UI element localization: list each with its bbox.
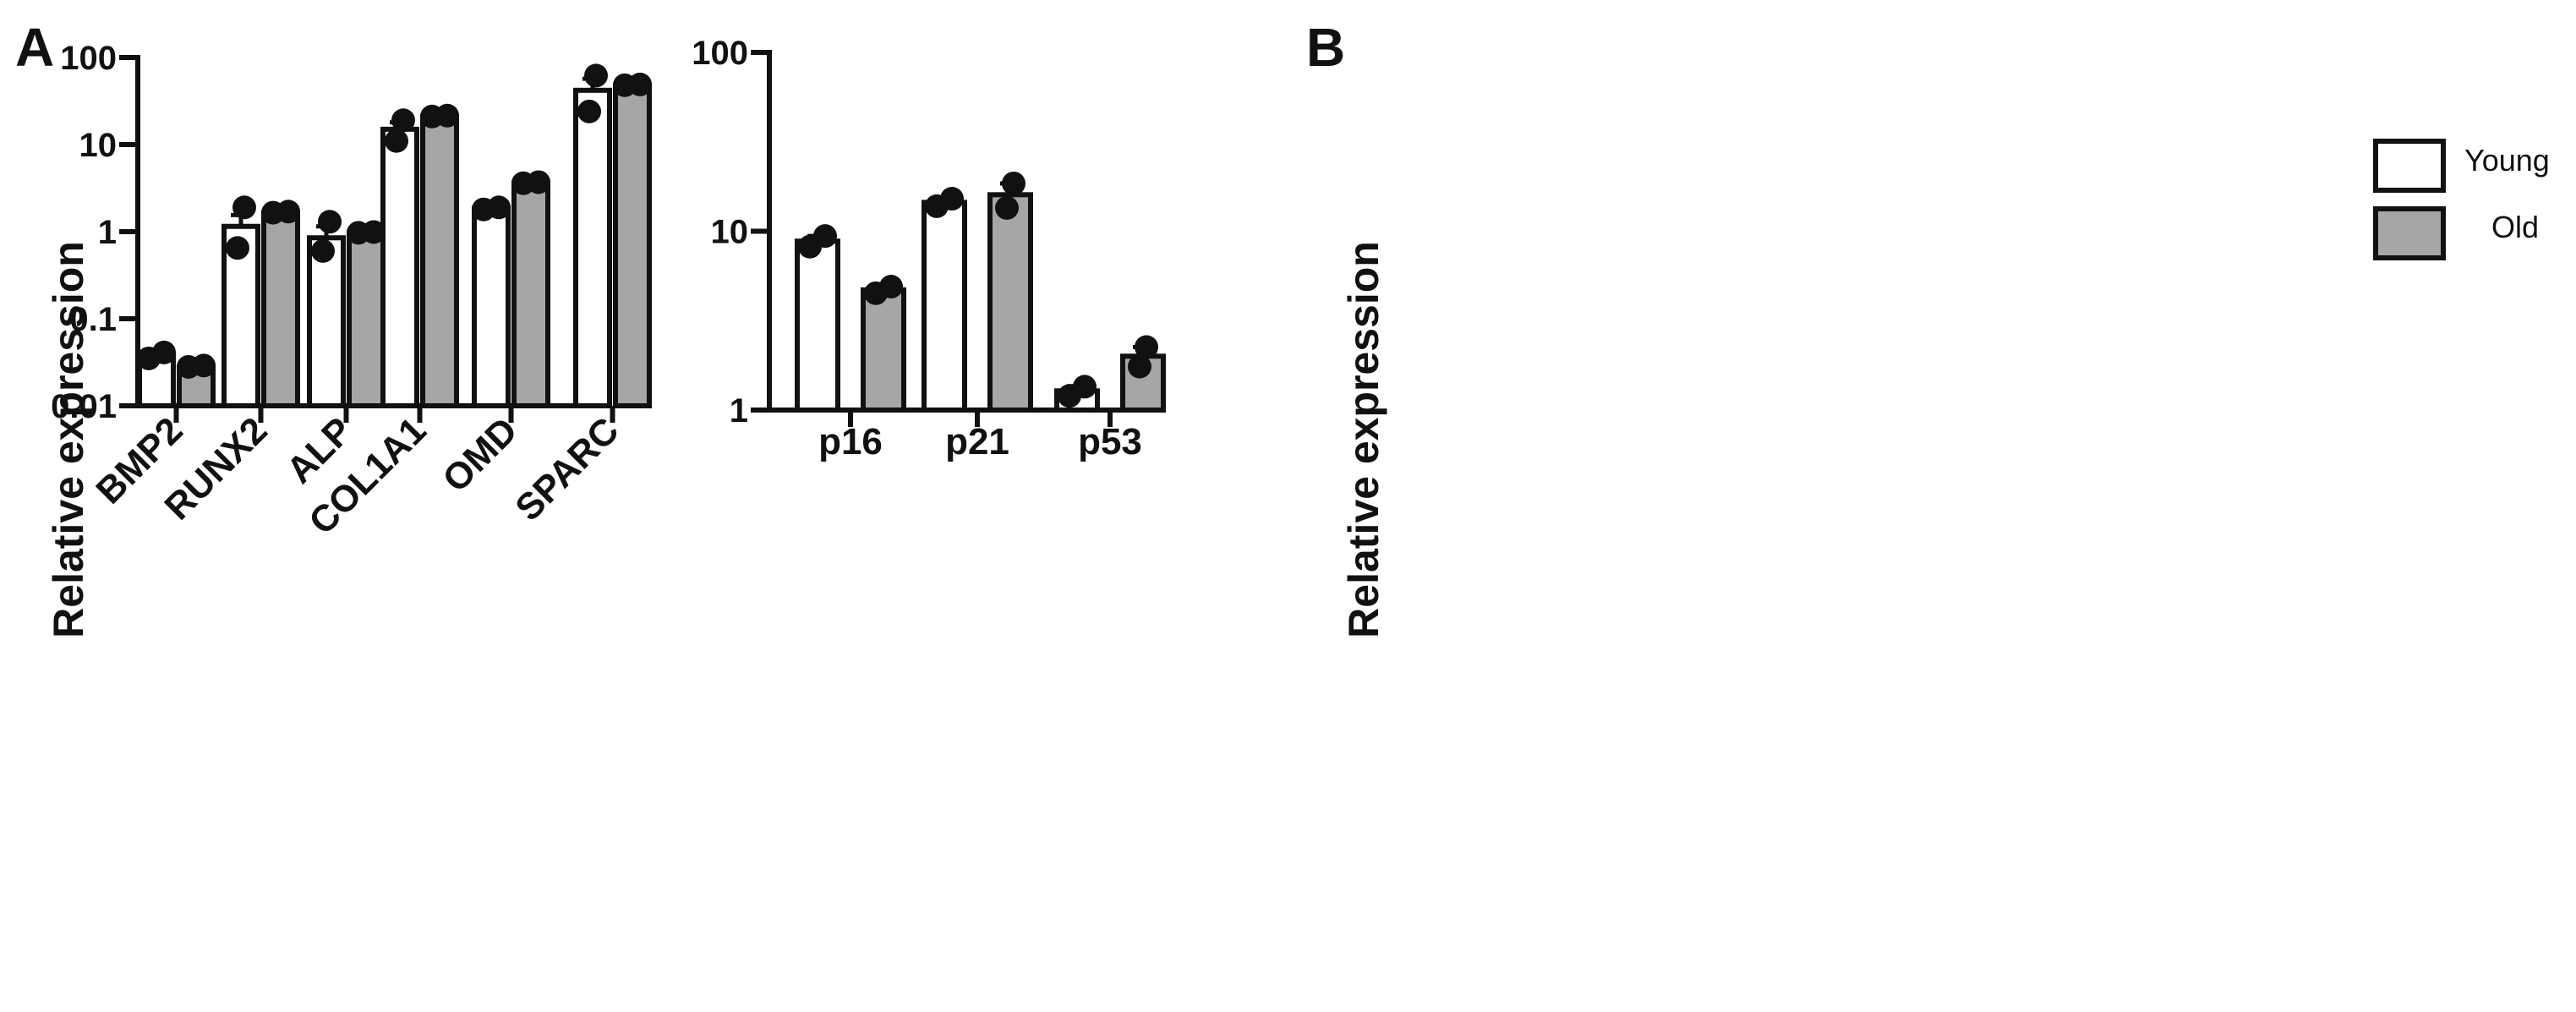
data-point-a-alp-young [318,210,342,234]
data-point-a-col1a1-old [435,103,459,128]
data-point-a-col1a1-young [385,129,408,153]
bar-a-sparc-young [573,87,612,408]
data-point-b-p53-old [1128,354,1151,379]
data-point-b-p16-old [879,275,903,299]
panel-a-y-tick-label: 10 [79,127,118,164]
bar-b-p16-old [861,287,906,413]
bar-a-sparc-old [613,82,652,408]
data-point-b-p21-young [940,187,964,211]
data-point-a-sparc-old [628,72,652,96]
bar-a-alp-old [347,230,386,408]
panel-a-y-tick-label: 100 [60,40,117,77]
panel-b-y-tick-label: 10 [711,214,749,251]
bar-a-col1a1-young [380,126,419,408]
data-point-b-p21-old [995,195,1019,220]
category-label-b-p16: p16 [818,421,883,462]
panel-b-chart: 1 10 100 p16 p21 p53 [692,35,1166,462]
category-label-b-p21: p21 [945,421,1009,462]
panel-b-ylabel: Relative expression [1340,241,1387,638]
panel-b-letter: B [1306,17,1345,78]
panel-a-letter: A [15,17,54,78]
legend-label-old: Old [2491,210,2539,244]
bar-a-runx2-old [261,210,300,408]
panel-a-y-tick-label: 0.1 [69,301,117,338]
data-point-a-runx2-old [276,200,300,224]
legend-swatch-young [2373,139,2446,193]
panel-b-y-tick-label: 1 [730,392,748,429]
data-point-a-runx2-young [226,236,249,260]
data-point-a-alp-young [311,238,335,263]
legend: Young Old [2373,139,2550,260]
panel-a-ylabel: Relative expression [45,241,92,638]
category-label-b-p53: p53 [1078,421,1142,462]
data-point-a-omd-young [487,195,511,220]
panel-b-y-tick-label: 100 [692,35,748,72]
bar-b-p16-young [795,238,840,413]
data-point-b-p53-old [1135,335,1158,359]
panel-a-y-tick-label: 0.01 [51,388,117,425]
data-point-a-alp-old [362,220,386,244]
data-point-a-runx2-young [232,195,256,220]
bar-a-alp-young [307,235,346,408]
bar-b-p21-old [987,192,1033,413]
bar-a-omd-young [472,205,511,408]
data-point-b-p21-old [1002,171,1025,195]
data-point-a-bmp2-young [152,340,176,364]
data-point-a-bmp2-old [192,353,216,378]
panel-a-y-tick-label: 1 [98,214,117,251]
data-point-a-omd-old [527,170,550,194]
bar-a-col1a1-old [420,113,459,409]
data-point-a-sparc-young [584,63,608,88]
bar-a-omd-old [511,180,550,408]
bar-b-p21-young [922,200,967,413]
data-point-b-p16-young [813,224,837,249]
data-point-b-p53-young [1073,375,1097,399]
data-point-a-sparc-young [577,99,601,123]
legend-label-young: Young [2464,143,2550,178]
data-point-a-col1a1-young [391,108,415,133]
legend-swatch-old [2373,206,2446,260]
